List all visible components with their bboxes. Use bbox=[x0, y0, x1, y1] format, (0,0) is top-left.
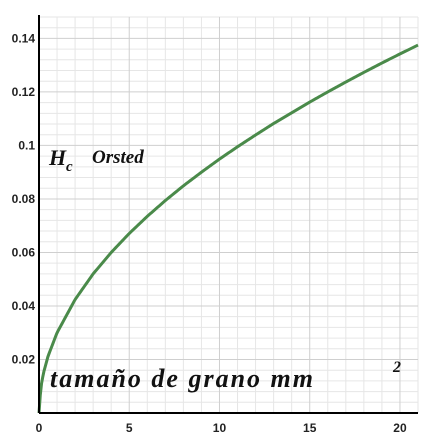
y-axis-label-main: H bbox=[48, 145, 67, 170]
tick-labels: 0 5 10 15 20 0.02 0.04 0.06 0.08 0.1 0.12 0.14 bbox=[12, 31, 407, 435]
major-grid bbox=[39, 17, 418, 413]
y-tick-label: 0.06 bbox=[12, 245, 36, 259]
x-tick-label: 20 bbox=[393, 421, 407, 435]
y-axis-label-subscript: c bbox=[66, 159, 73, 175]
series-layer bbox=[37, 43, 419, 414]
series-line-0 bbox=[37, 43, 419, 414]
y-tick-label: 0.04 bbox=[12, 299, 36, 313]
x-tick-label: 5 bbox=[126, 421, 133, 435]
y-tick-label: 0.14 bbox=[12, 31, 36, 45]
y-tick-label: 0.12 bbox=[12, 85, 36, 99]
x-axis-label: tamaño de grano mm bbox=[50, 364, 315, 393]
x-tick-label: 15 bbox=[303, 421, 317, 435]
minor-grid bbox=[39, 16, 419, 413]
x-tick-label: 0 bbox=[36, 421, 43, 435]
axes bbox=[38, 15, 418, 414]
y-axis-label-unit: Orsted bbox=[92, 147, 144, 168]
y-axis-label: H bbox=[48, 145, 67, 170]
x-axis-label-superscript: 2 bbox=[392, 359, 401, 376]
y-tick-label: 0.02 bbox=[12, 352, 36, 366]
y-tick-label: 0.08 bbox=[12, 192, 36, 206]
x-tick-label: 10 bbox=[213, 421, 227, 435]
y-tick-label: 0.1 bbox=[18, 138, 35, 152]
